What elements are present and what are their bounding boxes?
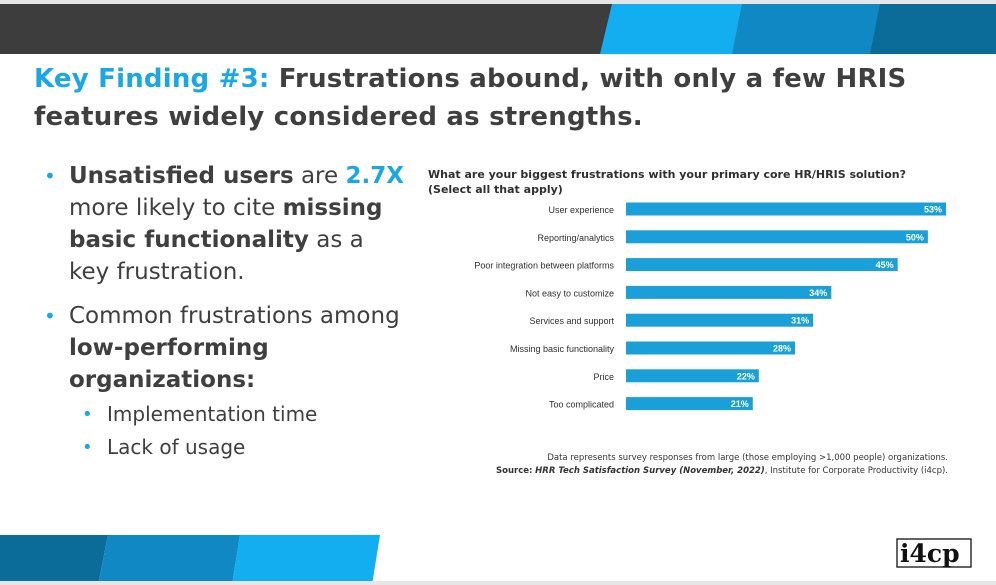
value-label: 45% (876, 260, 894, 270)
sub-bullet-lack-of-usage: • Lack of usage (44, 431, 404, 464)
sub-bullet-implementation-time: • Implementation time (44, 398, 404, 431)
top-decorative-band (0, 0, 996, 54)
footnote-data-note: Data represents survey responses from la… (547, 453, 948, 463)
bar (626, 313, 814, 327)
value-label: 21% (731, 399, 749, 409)
bar (626, 397, 753, 411)
category-label: Too complicated (549, 400, 614, 410)
sub-bullet-text: Lack of usage (107, 435, 246, 459)
sub-bullet-dot-icon: • (82, 404, 93, 425)
value-label: 31% (791, 316, 809, 326)
bullet-text: as a key frustration. (69, 227, 364, 285)
key-points: • Unsatisfied users are 2.7X more likely… (44, 160, 404, 464)
bullet-text: more likely to cite (69, 195, 283, 221)
bullet-bold-text: Unsatisfied users (69, 163, 294, 189)
value-label: 50% (906, 232, 924, 242)
sub-bullet-dot-icon: • (82, 437, 93, 458)
category-label: User experience (548, 205, 614, 215)
bar (626, 230, 928, 244)
source-label: Source: (496, 466, 533, 476)
value-label: 34% (809, 288, 827, 298)
chart-footnote: Data represents survey responses from la… (428, 452, 948, 478)
bullet-text: Common frustrations among (69, 303, 400, 329)
title-accent: Key Finding #3: (34, 64, 270, 94)
frustrations-bar-chart: User experience 53% Reporting/analytics 50%… (474, 202, 946, 411)
source-title: HRR Tech Satisfaction Survey (November, … (535, 466, 765, 476)
bullet-bold-text: low-performing organizations: (69, 335, 269, 393)
bullet-highlight: 2.7X (345, 163, 404, 189)
chart-title: What are your biggest frustrations with … (428, 168, 906, 196)
bar (626, 369, 759, 383)
title-text: Frustrations abound, with only a few HRI… (34, 64, 907, 132)
category-label: Poor integration between platforms (474, 261, 614, 271)
value-label: 53% (924, 205, 942, 215)
category-label: Reporting/analytics (537, 233, 614, 243)
footnote-source: Source: HRR Tech Satisfaction Survey (No… (428, 465, 948, 478)
bullet-bold-text: missing basic functionality (69, 195, 383, 253)
i4cp-logo: i4cp (896, 538, 972, 568)
value-label: 22% (737, 371, 755, 381)
bullet-unsatisfied-users: • Unsatisfied users are 2.7X more likely… (44, 160, 404, 288)
category-label: Price (593, 372, 614, 382)
bar (626, 202, 946, 216)
bullet-dot-icon: • (44, 304, 56, 328)
value-label: 28% (773, 344, 791, 354)
sub-bullet-text: Implementation time (107, 402, 318, 426)
bullet-dot-icon: • (44, 164, 56, 188)
slide-title: Key Finding #3: Frustrations abound, wit… (34, 60, 954, 136)
bar (626, 285, 832, 299)
svg-text:i4cp: i4cp (900, 539, 960, 568)
category-label: Not easy to customize (525, 288, 614, 298)
bullet-text: are (293, 163, 346, 189)
bar (626, 258, 898, 272)
bottom-decorative-band (0, 535, 996, 585)
category-label: Missing basic functionality (510, 344, 615, 354)
category-label: Services and support (529, 316, 614, 326)
bullet-common-frustrations: • Common frustrations among low-performi… (44, 300, 404, 396)
bar (626, 341, 796, 355)
source-rest: , Institute for Corporate Productivity (… (764, 466, 948, 476)
